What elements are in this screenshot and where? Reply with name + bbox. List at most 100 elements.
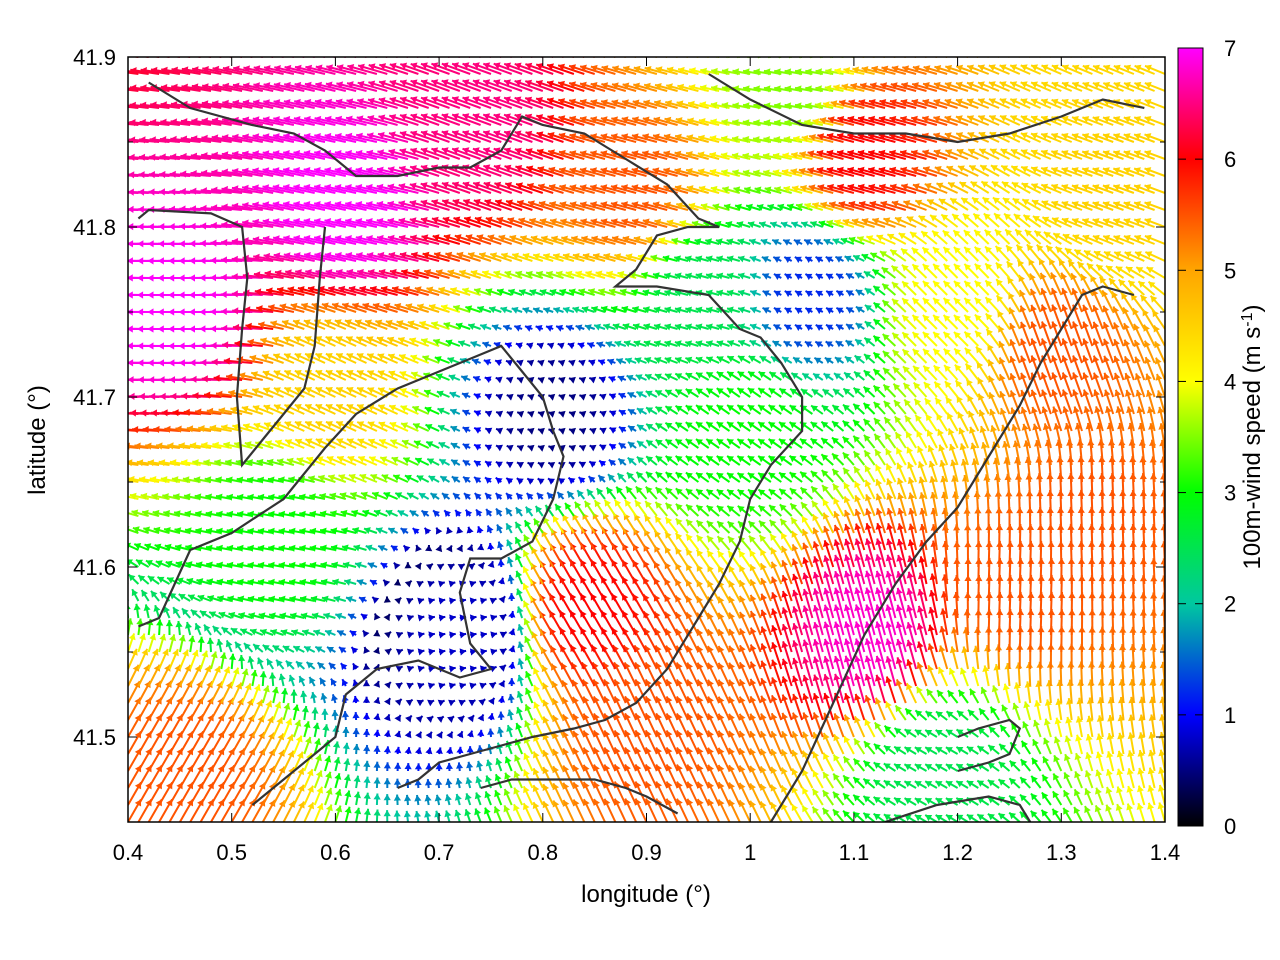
- wind-arrow-head: [454, 810, 462, 817]
- wind-arrow-head: [1022, 721, 1029, 729]
- wind-arrow-head: [182, 649, 189, 657]
- wind-arrow-head: [791, 640, 799, 648]
- wind-arrow-head: [781, 767, 788, 775]
- wind-arrow-head: [894, 797, 902, 805]
- wind-arrow-head: [395, 666, 403, 673]
- wind-arrow-head: [1157, 785, 1165, 792]
- wind-arrow-head: [977, 746, 985, 753]
- wind-arrow-head: [1148, 749, 1156, 757]
- wind-arrow-head: [823, 733, 830, 740]
- wind-arrow-head: [980, 687, 988, 695]
- wind-arrow-head: [802, 712, 809, 720]
- wind-arrow-head: [259, 671, 267, 678]
- wind-arrow-head: [874, 722, 882, 730]
- wind-arrow-head: [383, 730, 391, 737]
- wind-arrow-head: [516, 707, 523, 714]
- wind-arrow-head: [300, 690, 308, 698]
- wind-arrow-head: [344, 790, 352, 798]
- wind-arrow-head: [320, 693, 328, 700]
- wind-arrow-head: [802, 639, 810, 647]
- wind-arrow-head: [363, 663, 371, 670]
- wind-arrow-head: [282, 645, 290, 653]
- wind-arrow-head: [781, 607, 789, 615]
- wind-arrow-head: [523, 769, 530, 777]
- wind-arrow-head: [406, 682, 414, 690]
- wind-arrow-head: [120, 409, 126, 416]
- wind-arrow-head: [1137, 767, 1145, 775]
- wind-arrow-head: [448, 699, 455, 707]
- wind-arrow-head: [149, 633, 157, 641]
- wind-arrow-head: [507, 709, 515, 717]
- wind-arrow-head: [791, 786, 799, 794]
- wind-arrow-head: [1055, 698, 1063, 706]
- wind-arrow-head: [325, 771, 332, 779]
- wind-arrow-head: [353, 759, 361, 767]
- wind-arrow-head: [945, 781, 953, 788]
- wind-arrow-head: [873, 796, 881, 804]
- wind-arrow-head: [407, 648, 414, 656]
- wind-arrow-head: [469, 631, 477, 639]
- wind-arrow-head: [352, 696, 360, 703]
- wind-arrow-head: [393, 778, 402, 785]
- wind-arrow-head: [497, 727, 504, 734]
- wind-arrow-head: [707, 612, 714, 620]
- wind-arrow-head: [331, 694, 338, 702]
- wind-arrow-head: [210, 651, 218, 659]
- wind-arrow-head: [107, 476, 114, 483]
- wind-arrow-head: [435, 763, 443, 770]
- wind-arrow-head: [331, 710, 339, 717]
- wind-arrow-head: [1063, 790, 1070, 798]
- wind-arrow-head: [206, 637, 215, 644]
- wind-arrow-head: [103, 443, 109, 450]
- wind-arrow-head: [320, 677, 327, 685]
- wind-arrow-head: [853, 758, 861, 766]
- wind-arrow-head: [464, 793, 472, 801]
- wind-arrow-head: [812, 693, 820, 700]
- wind-arrow-head: [394, 715, 401, 722]
- wind-arrow-head: [225, 640, 233, 648]
- wind-arrow-head: [552, 715, 559, 723]
- wind-arrow-head: [1033, 720, 1040, 727]
- wind-arrow-head: [833, 773, 840, 781]
- wind-arrow-head: [404, 794, 412, 802]
- wind-arrow-head: [240, 628, 248, 635]
- wind-arrow-head: [956, 814, 964, 821]
- wind-arrow-head: [449, 631, 456, 639]
- wind-arrow-head: [238, 655, 246, 662]
- wind-arrow-head: [760, 748, 767, 756]
- wind-arrow-head: [822, 808, 830, 815]
- wind-arrow-head: [1009, 760, 1017, 768]
- wind-arrow-head: [935, 764, 943, 771]
- wind-arrow-head: [247, 656, 255, 663]
- wind-arrow-head: [906, 639, 914, 647]
- wind-arrow-head: [925, 798, 933, 805]
- wind-arrow-head: [445, 762, 453, 770]
- wind-arrow-head: [304, 646, 312, 653]
- wind-arrow-head: [925, 764, 933, 771]
- wind-arrow-head: [791, 675, 799, 683]
- wind-arrow-head: [770, 677, 778, 685]
- wind-arrow-head: [1044, 699, 1052, 706]
- wind-arrow: [128, 463, 129, 465]
- wind-arrow-head: [935, 815, 943, 822]
- wind-arrow-head: [864, 604, 872, 612]
- wind-arrow-head: [352, 663, 360, 671]
- wind-arrow-head: [508, 678, 516, 685]
- wind-arrow-head: [749, 731, 756, 739]
- wind-arrow-head: [749, 783, 756, 791]
- wind-arrow-head: [363, 760, 371, 768]
- wind-arrow-head: [317, 662, 325, 670]
- wind-arrow-head: [532, 785, 540, 793]
- wind-arrow: [128, 565, 129, 567]
- wind-arrow-head: [406, 665, 414, 673]
- wind-arrow-head: [169, 634, 177, 642]
- wind-arrow-head: [395, 631, 403, 639]
- wind-arrow-head: [895, 621, 903, 629]
- wind-arrow-head: [394, 762, 402, 769]
- wind-arrow-head: [864, 674, 872, 681]
- wind-arrow-head: [916, 662, 924, 670]
- wind-arrow-head: [956, 764, 964, 771]
- wind-arrow-head: [194, 665, 201, 673]
- wind-arrow-head: [407, 631, 414, 639]
- wind-arrow-head: [915, 710, 923, 717]
